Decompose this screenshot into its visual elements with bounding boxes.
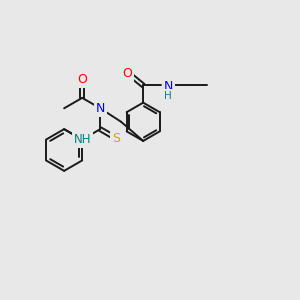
Text: NH: NH [74, 133, 91, 146]
Text: N: N [164, 80, 173, 93]
Text: S: S [112, 132, 120, 145]
Text: H: H [164, 91, 172, 101]
Text: N: N [96, 102, 105, 115]
Text: O: O [122, 67, 132, 80]
Text: O: O [77, 73, 87, 86]
